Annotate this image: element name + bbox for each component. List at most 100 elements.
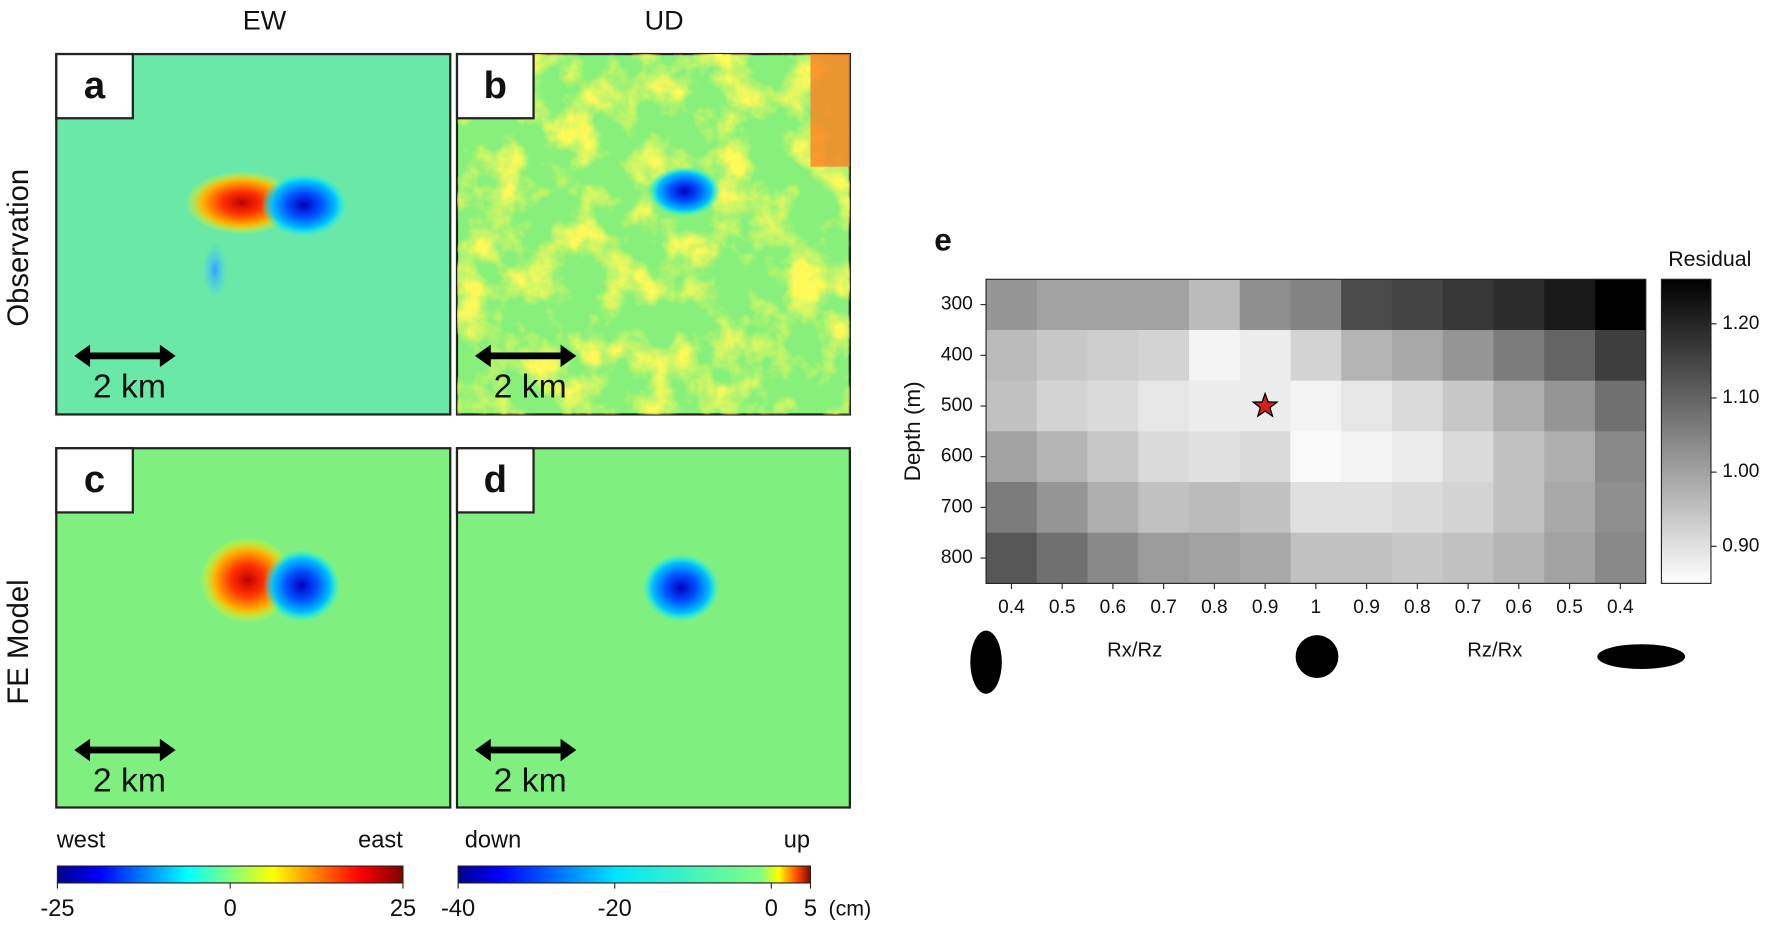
letter-box xyxy=(455,447,535,514)
heat-cell xyxy=(1594,329,1647,382)
heat-cell xyxy=(1442,482,1495,534)
best-fit-star xyxy=(1251,391,1279,418)
column-title: UD xyxy=(645,6,684,36)
heat-cell xyxy=(1341,329,1393,382)
heat-cell xyxy=(1341,532,1393,584)
heat-cell xyxy=(1341,279,1393,331)
panel-letter: d xyxy=(484,458,507,501)
heat-cell xyxy=(986,532,1038,584)
x-tick-label: 0.5 xyxy=(1049,597,1076,618)
scale-label: 2 km xyxy=(93,762,166,800)
heat-cell xyxy=(986,482,1038,534)
heat-cell xyxy=(1290,380,1342,432)
x-tick-label: 0.7 xyxy=(1455,597,1482,618)
panel-b xyxy=(455,52,851,416)
heat-cell xyxy=(1036,380,1089,432)
heat-cell xyxy=(1544,279,1596,331)
x-tick-label: 0.9 xyxy=(1252,597,1279,618)
heat-cell xyxy=(1189,279,1241,331)
colorbar-tick-label: 5 xyxy=(804,896,817,922)
heat-cell xyxy=(1544,431,1596,483)
colorbar xyxy=(1660,278,1712,584)
panel-letters: a 2 km b 2 km c 2 km d 2 km xyxy=(55,52,577,800)
heat-cell xyxy=(1138,279,1190,331)
heat-cell xyxy=(1442,532,1495,584)
heat-cell xyxy=(1087,329,1139,382)
heat-cell xyxy=(1036,532,1089,584)
x-tick-label: 0.8 xyxy=(1404,597,1431,618)
heat-cell xyxy=(1391,431,1444,483)
heat-cell xyxy=(1594,482,1647,534)
y-tick-label: 800 xyxy=(941,547,973,568)
panel-letter: e xyxy=(934,221,952,257)
heat-cell xyxy=(1239,279,1292,331)
colorbar-tick-label: 1.10 xyxy=(1722,387,1759,408)
heat-cell xyxy=(1391,532,1444,584)
x-group-label: Rx/Rz xyxy=(1107,639,1162,661)
heat-cell xyxy=(1442,380,1495,432)
x-tick-label: 1 xyxy=(1311,597,1322,618)
colorbar-end-label: up xyxy=(784,828,810,854)
colorbar-tick-label: -40 xyxy=(441,896,475,922)
heat-cell xyxy=(1493,532,1545,584)
heat-cell xyxy=(1036,279,1089,331)
heat-cell xyxy=(986,431,1038,483)
heat-cell xyxy=(1391,380,1444,432)
heat-cell xyxy=(1493,482,1545,534)
colorbar-tick-label: -20 xyxy=(598,896,632,922)
y-tick-label: 600 xyxy=(941,446,973,467)
colorbar-tick-label: 0.90 xyxy=(1722,535,1759,556)
heat-cell xyxy=(1239,532,1292,584)
heat-cell xyxy=(1036,431,1089,483)
heat-cell xyxy=(1493,279,1545,331)
column-title: EW xyxy=(243,6,287,36)
heat-cell xyxy=(1594,279,1647,331)
x-tick-label: 0.5 xyxy=(1556,597,1583,618)
heat-cell xyxy=(1544,532,1596,584)
y-axis-label: Depth (m) xyxy=(900,381,925,481)
colorbar-tick-label: 1.00 xyxy=(1722,461,1759,482)
colorbar-tick-label: -25 xyxy=(40,896,74,922)
y-tick-label: 300 xyxy=(941,294,973,315)
colorbar-end-label: down xyxy=(465,828,521,854)
heat-cell xyxy=(1594,380,1647,432)
heat-cell xyxy=(1189,329,1241,382)
letter-box xyxy=(55,447,134,514)
x-tick-label: 0.9 xyxy=(1353,597,1380,618)
heat-cell xyxy=(1138,532,1190,584)
heat-cell xyxy=(1442,279,1495,331)
colorbar-end-label: west xyxy=(56,828,106,854)
heat-cell xyxy=(1341,431,1393,483)
x-tick-label: 0.4 xyxy=(998,597,1025,618)
heat-cell xyxy=(1036,482,1089,534)
heat-cell xyxy=(1594,431,1647,483)
heat-cell xyxy=(1189,380,1241,432)
colorbar-ew xyxy=(56,865,404,884)
heat-cell xyxy=(1036,329,1089,382)
colorbar-label: Residual xyxy=(1668,247,1751,271)
colorbar-tick-label: 0 xyxy=(765,896,778,922)
shape-icon xyxy=(970,630,1002,694)
row-title: Observation xyxy=(3,169,35,327)
heat-cell xyxy=(1087,279,1139,331)
heat-cell xyxy=(986,380,1038,432)
heat-cell xyxy=(1087,532,1139,584)
heat-cell xyxy=(1239,329,1292,382)
heat-cell xyxy=(1290,431,1342,483)
x-tick-label: 0.8 xyxy=(1201,597,1228,618)
x-tick-label: 0.6 xyxy=(1100,597,1127,618)
heat-cell xyxy=(1138,482,1190,534)
heat-cell xyxy=(1239,482,1292,534)
heatmap: 0.4 0.5 0.6 0.7 0.8 0.9 1 0.9 0.8 0.7 0.6 0.5 0.4 300… xyxy=(941,278,1759,618)
heat-cell xyxy=(1087,431,1139,483)
letter-box xyxy=(55,52,134,120)
heat-cell xyxy=(1391,482,1444,534)
heat-cell xyxy=(1442,431,1495,483)
heat-cell xyxy=(1544,329,1596,382)
heat-cell xyxy=(1442,329,1495,382)
colorbar-unit: (cm) xyxy=(828,897,871,921)
heat-cell xyxy=(1290,279,1342,331)
colorbar-tick-label: 0 xyxy=(224,896,237,922)
